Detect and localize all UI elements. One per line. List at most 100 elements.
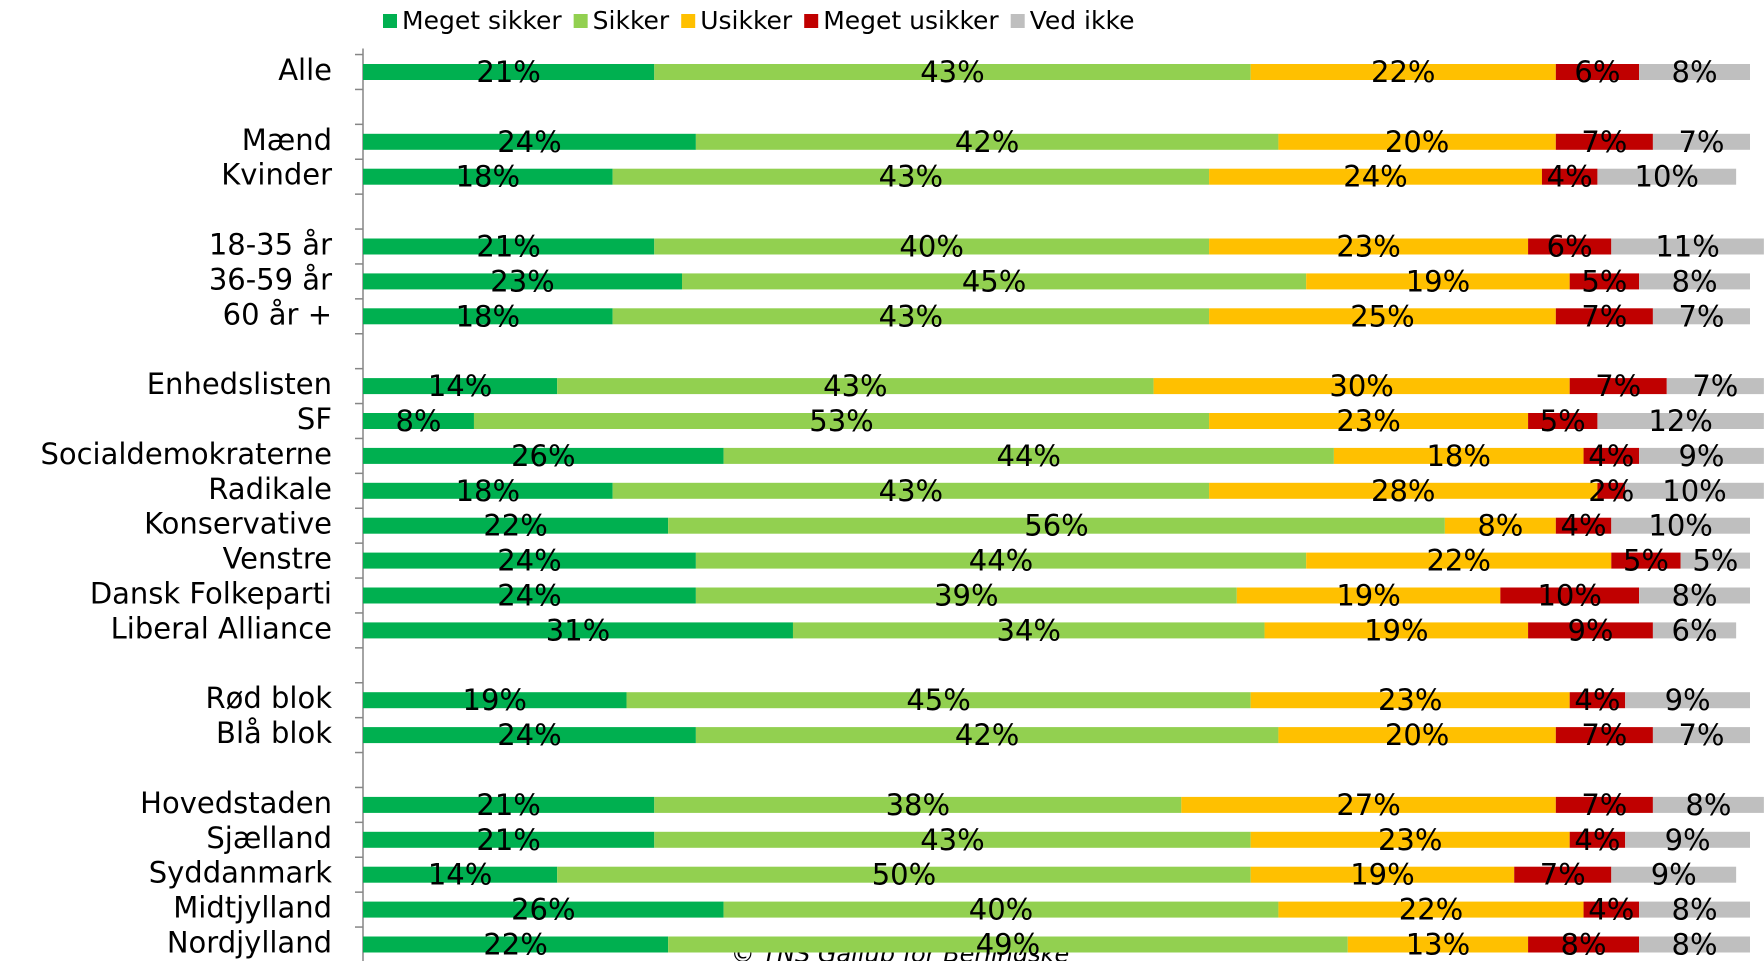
data-label: 4% [1547, 160, 1593, 194]
data-label: 20% [1385, 718, 1449, 752]
data-label: 43% [879, 474, 943, 508]
category-label: Mænd [242, 123, 332, 157]
bar-segment [1652, 727, 1750, 744]
data-label: 27% [1336, 788, 1400, 822]
data-label: 50% [872, 858, 936, 892]
data-label: 7% [1581, 718, 1627, 752]
category-label: Venstre [223, 542, 332, 576]
bar-segment [1347, 936, 1529, 953]
bar-segment [668, 517, 1445, 534]
data-label: 18% [1426, 439, 1490, 473]
data-label: 18% [456, 160, 520, 194]
data-label: 7% [1581, 125, 1627, 159]
data-label: 26% [511, 893, 575, 927]
data-label: 23% [1336, 404, 1400, 438]
bar-segment [1333, 447, 1584, 464]
data-label: 10% [1648, 509, 1712, 543]
category-label: Alle [278, 53, 332, 87]
bar-segment [1639, 901, 1750, 918]
data-label: 2% [1588, 474, 1634, 508]
bar-segment [1209, 413, 1529, 429]
data-label: 10% [1537, 579, 1601, 613]
bar-segment [695, 727, 1279, 744]
legend-swatch [383, 14, 397, 28]
bar-segment [1209, 238, 1529, 255]
data-label: 21% [476, 788, 540, 822]
category-label: Hovedstaden [140, 786, 332, 820]
data-label: 18% [456, 299, 520, 333]
bar-segment [1597, 482, 1626, 499]
data-label: 28% [1371, 474, 1435, 508]
data-label: 7% [1678, 718, 1724, 752]
data-label: 30% [1329, 369, 1393, 403]
bar-segment [557, 378, 1154, 395]
bar-segment [363, 133, 696, 150]
bar-segment [363, 308, 613, 325]
data-label: 5% [1540, 404, 1586, 438]
data-label: 4% [1574, 683, 1620, 717]
bar-segment [654, 64, 1251, 80]
data-label: 49% [976, 928, 1040, 961]
bar-segment [695, 133, 1279, 150]
data-label: 43% [879, 299, 943, 333]
bar-segment [1611, 517, 1750, 534]
bar-segment [1278, 901, 1584, 918]
bar-segment [1569, 831, 1626, 848]
data-label: 43% [823, 369, 887, 403]
bar-segment [473, 413, 1210, 429]
legend-label: Meget sikker [402, 6, 562, 35]
data-label: 23% [1378, 823, 1442, 857]
data-label: 24% [497, 579, 561, 613]
bar-segment [1528, 413, 1598, 429]
data-label: 42% [955, 125, 1019, 159]
bar-segment [363, 378, 558, 395]
bar-segment [1597, 413, 1764, 429]
bar-segment [1250, 831, 1570, 848]
bar-segment [1181, 796, 1556, 813]
bar-segment [1209, 168, 1542, 185]
data-label: 6% [1574, 55, 1620, 89]
data-label: 43% [920, 823, 984, 857]
bar-segment [363, 238, 655, 255]
bar-segment [1652, 133, 1750, 150]
bar-segment [1639, 273, 1750, 290]
bar-segment [1555, 308, 1653, 325]
bar-segment [1666, 378, 1764, 395]
data-label: 7% [1581, 299, 1627, 333]
data-label: 40% [969, 893, 1033, 927]
data-label: 8% [1685, 788, 1731, 822]
data-label: 22% [1399, 893, 1463, 927]
bar-segment [1569, 378, 1667, 395]
data-label: 8% [395, 404, 441, 438]
data-label: 19% [463, 683, 527, 717]
bar-segment [1611, 238, 1764, 255]
data-label: 9% [1678, 439, 1724, 473]
bar-segment [1250, 692, 1570, 709]
bar-segment [1306, 552, 1612, 569]
bar-segment [1680, 552, 1750, 569]
data-label: 45% [906, 683, 970, 717]
category-label: Radikale [208, 472, 332, 506]
bar-segment [1209, 482, 1598, 499]
data-label: 19% [1350, 858, 1414, 892]
category-label: Kvinder [221, 158, 332, 192]
bar-segment [363, 622, 793, 639]
bar-segment [1541, 168, 1598, 185]
data-label: 7% [1678, 125, 1724, 159]
data-label: 20% [1385, 125, 1449, 159]
bar-segment [612, 308, 1210, 325]
bar-segment [1528, 238, 1612, 255]
legend-swatch [1010, 14, 1025, 28]
bar-segment [1625, 482, 1764, 499]
data-label: 9% [1651, 858, 1697, 892]
bar-segment [1278, 727, 1556, 744]
legend-label: Usikker [700, 6, 793, 35]
data-label: 56% [1024, 509, 1088, 543]
data-label: 26% [511, 439, 575, 473]
bar-segment [363, 273, 683, 290]
data-label: 9% [1665, 823, 1711, 857]
bar-segment [1611, 866, 1737, 883]
bar-segment [363, 727, 696, 744]
bar-segment [1209, 308, 1556, 325]
